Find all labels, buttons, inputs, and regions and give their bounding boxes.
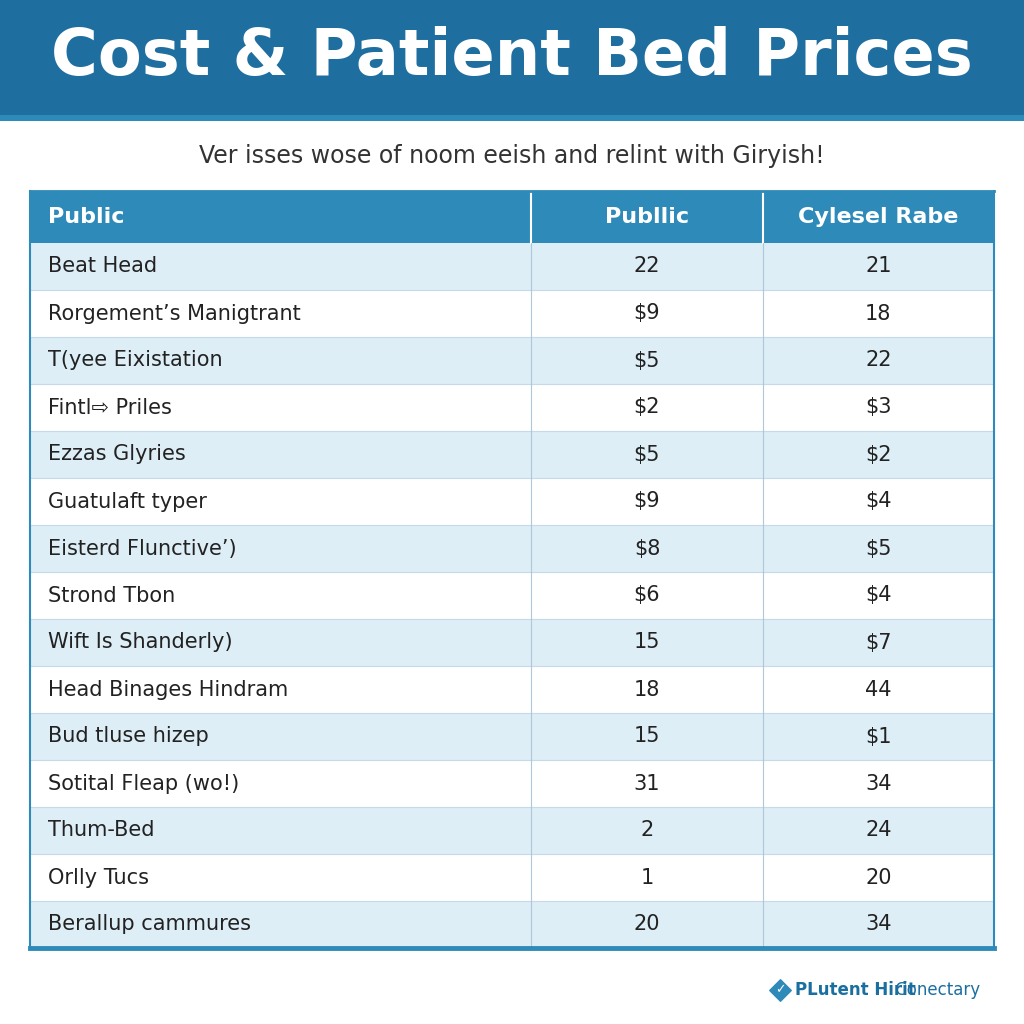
Text: 18: 18	[634, 680, 660, 699]
Text: Sotital Fleap (wo!): Sotital Fleap (wo!)	[48, 773, 240, 794]
Text: Ver isses wose of noom eeish and relint with Giryish!: Ver isses wose of noom eeish and relint …	[199, 144, 825, 168]
Bar	[30, 760, 994, 807]
Text: Public: Public	[48, 207, 125, 227]
Point	[772, 982, 788, 998]
Text: 20: 20	[634, 914, 660, 935]
Text: Head Binages Hindram: Head Binages Hindram	[48, 680, 288, 699]
Text: $4: $4	[865, 492, 892, 512]
Text: 15: 15	[634, 633, 660, 652]
Text: Berallup cammures: Berallup cammures	[48, 914, 251, 935]
Text: 20: 20	[865, 867, 892, 888]
Text: $9: $9	[634, 492, 660, 512]
Text: Strond Tbon: Strond Tbon	[48, 586, 175, 605]
Text: Beat Head: Beat Head	[48, 256, 157, 276]
Text: Guatulaft typer: Guatulaft typer	[48, 492, 207, 512]
Text: $5: $5	[634, 350, 660, 371]
Text: 34: 34	[865, 773, 892, 794]
Bar	[30, 243, 994, 290]
Bar	[30, 572, 994, 618]
Text: Rorgement’s Manigtrant: Rorgement’s Manigtrant	[48, 303, 301, 324]
Text: ✓: ✓	[775, 983, 785, 996]
Text: 44: 44	[865, 680, 892, 699]
Text: 31: 31	[634, 773, 660, 794]
Bar	[30, 290, 994, 337]
Bar	[0, 0, 1024, 115]
Bar	[30, 191, 994, 243]
Text: $7: $7	[865, 633, 892, 652]
Text: 24: 24	[865, 820, 892, 841]
Text: 18: 18	[865, 303, 892, 324]
Text: 2: 2	[640, 820, 653, 841]
Bar	[30, 666, 994, 713]
Text: Wift Is Shanderly): Wift Is Shanderly)	[48, 633, 232, 652]
Bar	[30, 478, 994, 525]
Text: $2: $2	[865, 444, 892, 465]
Text: Cost & Patient Bed Prices: Cost & Patient Bed Prices	[51, 27, 973, 88]
Text: $4: $4	[865, 586, 892, 605]
Bar	[30, 901, 994, 948]
Text: $9: $9	[634, 303, 660, 324]
Text: Thum-Bed: Thum-Bed	[48, 820, 155, 841]
Text: Fintl⇨ Priles: Fintl⇨ Priles	[48, 397, 172, 418]
Text: Eisterd Flunctive’): Eisterd Flunctive’)	[48, 539, 237, 558]
Bar	[30, 807, 994, 854]
Text: $1: $1	[865, 726, 892, 746]
Text: Ezzas Glyries: Ezzas Glyries	[48, 444, 185, 465]
Bar	[30, 384, 994, 431]
Text: Publlic: Publlic	[605, 207, 689, 227]
Text: Cylesel Rabe: Cylesel Rabe	[798, 207, 958, 227]
Bar	[30, 713, 994, 760]
Text: $5: $5	[865, 539, 892, 558]
Text: 21: 21	[865, 256, 892, 276]
Text: 22: 22	[865, 350, 892, 371]
Bar	[0, 115, 1024, 121]
Text: Conectary: Conectary	[890, 981, 980, 999]
Bar	[30, 854, 994, 901]
Text: 22: 22	[634, 256, 660, 276]
Text: $3: $3	[865, 397, 892, 418]
Text: PLutent Hirit: PLutent Hirit	[795, 981, 915, 999]
Text: $2: $2	[634, 397, 660, 418]
Text: $8: $8	[634, 539, 660, 558]
Bar	[30, 618, 994, 666]
Text: T(yee Eixistation: T(yee Eixistation	[48, 350, 222, 371]
Text: $5: $5	[634, 444, 660, 465]
Bar	[30, 431, 994, 478]
Text: Orlly Tucs: Orlly Tucs	[48, 867, 150, 888]
Text: 34: 34	[865, 914, 892, 935]
Text: 15: 15	[634, 726, 660, 746]
Text: Bud tluse hizep: Bud tluse hizep	[48, 726, 209, 746]
Text: 1: 1	[640, 867, 653, 888]
Bar	[30, 525, 994, 572]
Text: $6: $6	[634, 586, 660, 605]
Bar	[30, 337, 994, 384]
